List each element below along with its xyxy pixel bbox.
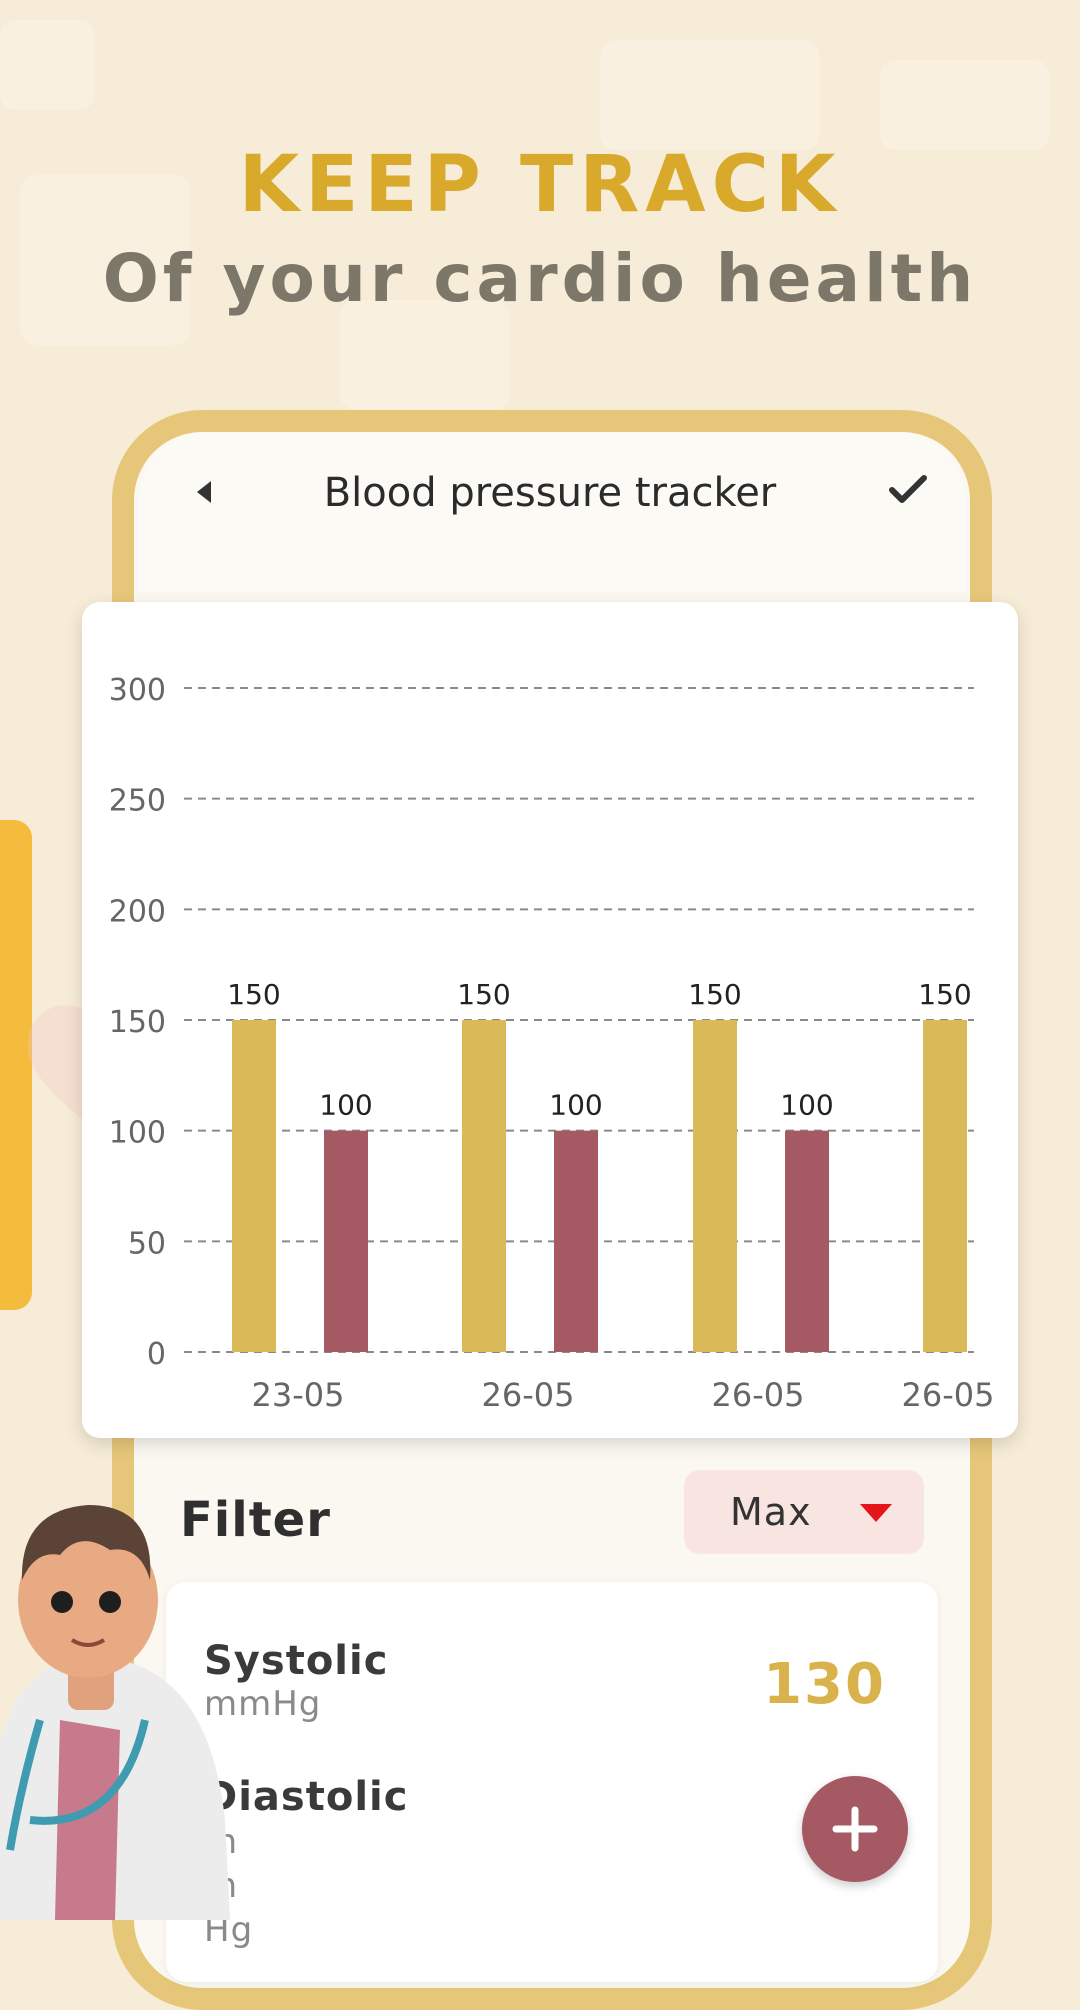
bg-decoration bbox=[20, 175, 190, 345]
plus-icon bbox=[832, 1806, 878, 1852]
y-tick-label: 250 bbox=[109, 784, 166, 819]
systolic-label: Systolic bbox=[204, 1638, 389, 1684]
y-tick-label: 0 bbox=[147, 1337, 166, 1372]
side-panel-tab[interactable] bbox=[0, 820, 32, 1310]
y-tick-label: 200 bbox=[109, 894, 166, 929]
y-tick-label: 300 bbox=[109, 673, 166, 708]
x-tick-label: 26-05 bbox=[902, 1376, 995, 1414]
bar bbox=[462, 1020, 506, 1352]
bg-decoration bbox=[880, 60, 1050, 150]
x-tick-label: 26-05 bbox=[482, 1376, 575, 1414]
data-label: 150 bbox=[457, 978, 510, 1011]
bar bbox=[923, 1020, 967, 1352]
filter-selected-value: Max bbox=[730, 1490, 812, 1534]
systolic-value[interactable]: 130 bbox=[763, 1652, 886, 1717]
filter-label: Filter bbox=[180, 1492, 331, 1548]
data-label: 100 bbox=[319, 1089, 372, 1122]
data-label: 100 bbox=[780, 1089, 833, 1122]
caret-down-icon bbox=[860, 1504, 892, 1522]
diastolic-label: Diastolic bbox=[204, 1774, 409, 1820]
bp-bar-chart: 0 50 100 150 200 250 300 150 100 150 100 150 100 150 2… bbox=[109, 673, 995, 1414]
doctor-avatar bbox=[0, 1505, 230, 1920]
page-title: Blood pressure tracker bbox=[323, 470, 777, 516]
y-tick-label: 50 bbox=[128, 1226, 166, 1261]
add-reading-button[interactable] bbox=[802, 1776, 908, 1882]
hero-title: KEEP TRACK bbox=[238, 140, 842, 230]
bg-decoration bbox=[600, 40, 820, 150]
hero-subtitle: Of your cardio health bbox=[102, 240, 978, 317]
data-label: 100 bbox=[549, 1089, 602, 1122]
bar bbox=[324, 1130, 368, 1352]
y-tick-label: 150 bbox=[109, 1005, 166, 1040]
back-arrow-icon bbox=[197, 481, 211, 503]
checkmark-icon bbox=[889, 475, 927, 503]
y-tick-label: 100 bbox=[109, 1116, 166, 1151]
app-header bbox=[138, 432, 966, 592]
data-label: 150 bbox=[918, 978, 971, 1011]
bar bbox=[232, 1020, 276, 1352]
filter-dropdown[interactable]: Max bbox=[684, 1470, 924, 1554]
x-tick-label: 26-05 bbox=[712, 1376, 805, 1414]
systolic-unit: mmHg bbox=[204, 1684, 322, 1724]
bar bbox=[554, 1130, 598, 1352]
confirm-button[interactable] bbox=[880, 462, 936, 518]
data-label: 150 bbox=[688, 978, 741, 1011]
x-tick-label: 23-05 bbox=[252, 1376, 345, 1414]
bar bbox=[693, 1020, 737, 1352]
data-label: 150 bbox=[227, 978, 280, 1011]
bp-chart-card: 0 50 100 150 200 250 300 150 100 150 100 150 100 150 2… bbox=[82, 602, 1018, 1438]
back-button[interactable] bbox=[180, 468, 228, 516]
bg-decoration bbox=[340, 300, 510, 410]
bg-decoration bbox=[0, 20, 95, 110]
bar bbox=[785, 1130, 829, 1352]
readings-card bbox=[166, 1582, 938, 1982]
